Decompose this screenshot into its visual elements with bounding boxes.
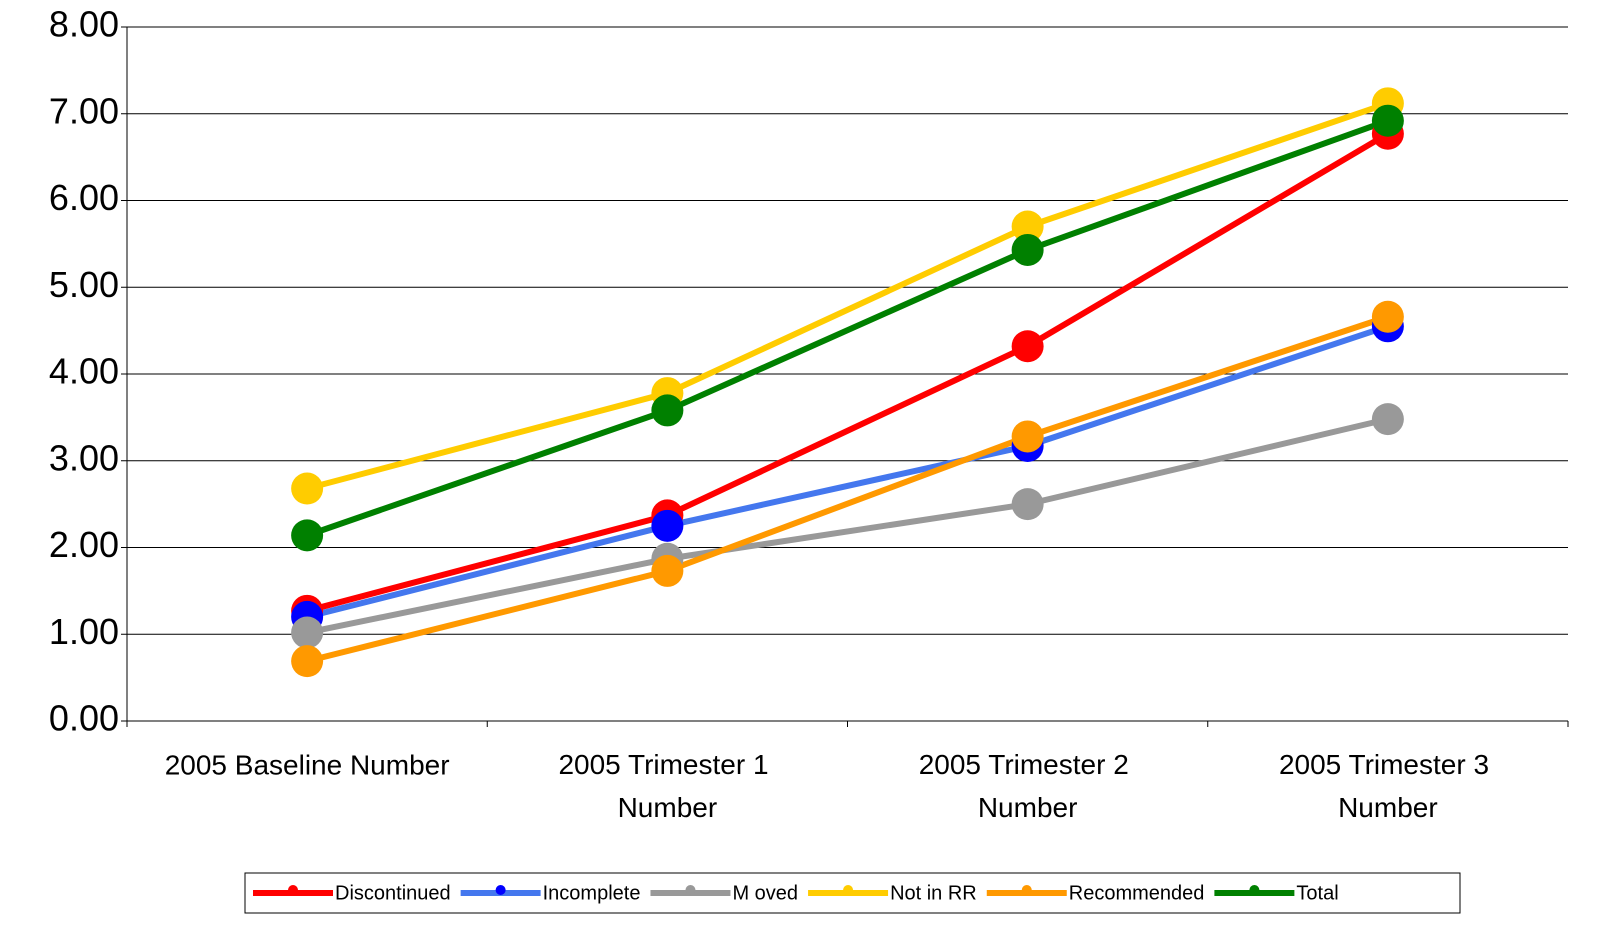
- legend-marker: [685, 885, 696, 895]
- series-line: [306, 416, 1389, 636]
- y-tick-label: 6.00: [49, 177, 119, 218]
- data-point: [651, 554, 684, 587]
- legend-marker: [1021, 885, 1032, 895]
- legend-item: Incomplete: [460, 882, 641, 904]
- data-point: [1371, 403, 1404, 436]
- legend-item: Recommended: [986, 882, 1205, 904]
- series-line: [306, 100, 1389, 492]
- x-tick-label: 2005 Trimester 2 Number: [919, 749, 1137, 823]
- legend-item: Discontinued: [253, 882, 451, 904]
- legend-marker: [1249, 885, 1260, 895]
- series-line: [306, 313, 1389, 665]
- data-point: [651, 509, 684, 542]
- data-point: [291, 472, 324, 505]
- legend-label: Incomplete: [543, 882, 641, 904]
- legend-marker: [288, 885, 298, 895]
- series-line: [306, 323, 1389, 620]
- y-tick-label: 5.00: [49, 264, 119, 305]
- data-point: [1011, 420, 1044, 453]
- legend-item: Not in RR: [808, 882, 977, 904]
- y-tick-label: 4.00: [49, 351, 119, 392]
- data-point: [1011, 233, 1044, 266]
- legend-label: Recommended: [1069, 882, 1205, 904]
- legend-item: Total: [1214, 882, 1339, 904]
- y-tick-label: 7.00: [49, 90, 119, 131]
- y-tick-label: 0.00: [49, 698, 119, 739]
- data-point: [291, 616, 324, 649]
- y-tick-label: 3.00: [49, 437, 119, 478]
- legend-marker: [843, 885, 854, 895]
- data-point: [291, 645, 324, 678]
- legend-label: Not in RR: [890, 882, 977, 904]
- data-point: [1371, 104, 1404, 137]
- x-tick-label: 2005 Trimester 3 Number: [1279, 749, 1497, 823]
- y-tick-label: 1.00: [49, 611, 119, 652]
- legend-label: M oved: [732, 882, 798, 904]
- legend-label: Total: [1296, 882, 1338, 904]
- data-point: [1011, 210, 1044, 243]
- x-tick-label: 2005 Trimester 1 Number: [558, 749, 776, 823]
- series-line: [306, 131, 1390, 614]
- y-tick-label: 2.00: [49, 524, 119, 565]
- legend-marker: [495, 885, 506, 895]
- legend-label: Discontinued: [335, 882, 451, 904]
- x-tick-label: 2005 Baseline Number: [165, 749, 450, 780]
- data-point: [1011, 330, 1044, 363]
- data-point: [1011, 488, 1044, 521]
- series-line: [306, 117, 1389, 539]
- legend-item: M oved: [650, 882, 798, 904]
- data-point: [291, 519, 324, 552]
- y-tick-label: 8.00: [49, 4, 119, 45]
- data-point: [1371, 300, 1404, 333]
- data-point: [651, 394, 684, 427]
